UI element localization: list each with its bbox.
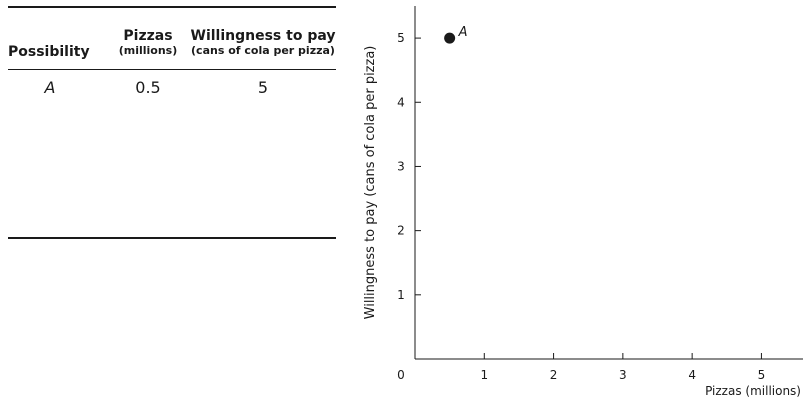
x-tick-label: 2 [550, 368, 558, 382]
header-wtp-unit: (cans of cola per pizza) [191, 44, 335, 57]
y-tick-label: 5 [397, 31, 405, 45]
table-top-rule [8, 6, 336, 8]
y-tick-label: 3 [397, 159, 405, 173]
header-pizzas: Pizzas (millions) [112, 28, 184, 58]
table-bottom-rule [8, 237, 336, 239]
header-pizzas-unit: (millions) [118, 44, 178, 57]
header-willingness-to-pay: Willingness to pay (cans of cola per piz… [186, 28, 340, 58]
x-tick-label: 5 [758, 368, 766, 382]
cell-possibility: A [44, 78, 56, 97]
x-tick-label: 1 [480, 368, 488, 382]
ticks-layer: 0 1 2 3 4 5 1 2 3 4 5 [397, 31, 765, 382]
data-point-a [444, 32, 456, 44]
x-tick-label: 3 [619, 368, 627, 382]
x-tick-label: 4 [688, 368, 696, 382]
x-tick-label: 0 [397, 368, 405, 382]
cell-pizzas: 0.5 [135, 78, 161, 97]
header-possibility: Possibility [8, 44, 90, 60]
x-axis-label: Pizzas (millions) [705, 384, 801, 398]
data-point-label: A [458, 25, 468, 40]
cell-willingness-to-pay: 5 [257, 78, 269, 97]
y-tick-label: 1 [397, 288, 405, 302]
y-tick-label: 4 [397, 95, 405, 109]
y-axis-label: Willingness to pay (cans of cola per piz… [363, 46, 378, 320]
demand-schedule-table: Possibility Pizzas (millions) Willingnes… [0, 0, 345, 406]
willingness-to-pay-chart: 0 1 2 3 4 5 1 2 3 4 5 Willingness to pay (cans of … [363, 6, 803, 398]
points-layer: A [444, 25, 468, 44]
y-tick-label: 2 [397, 224, 405, 238]
table-header-rule [8, 69, 336, 70]
